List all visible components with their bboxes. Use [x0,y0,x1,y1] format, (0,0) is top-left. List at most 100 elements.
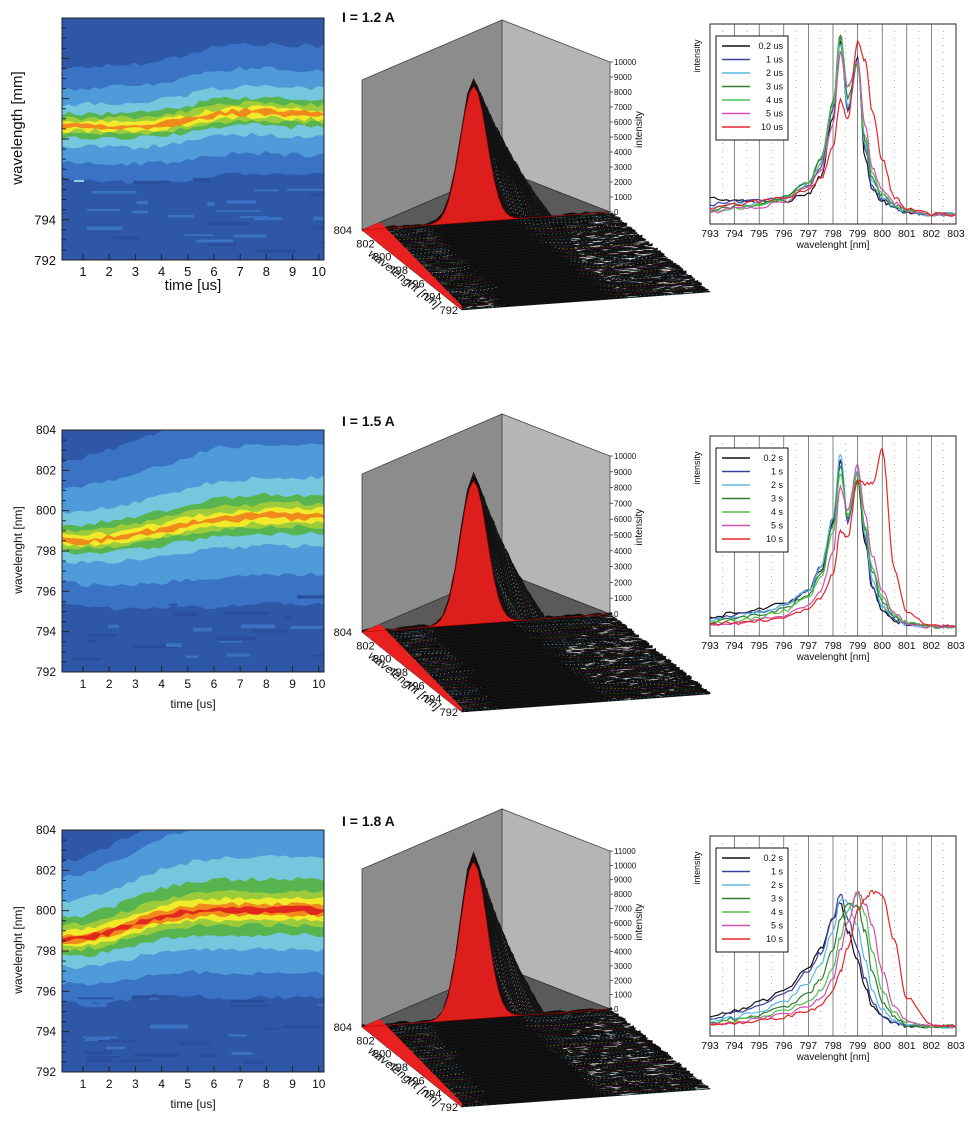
surface-slice-stripe [426,975,669,1079]
spectra-x-tick-label: 796 [775,228,793,240]
heatmap-x-tick-label: 5 [184,264,191,279]
surface-slice-stripe [426,591,669,684]
heatmap-x-tick-label: 9 [289,264,296,279]
spectra-legend-label: 3 s [771,494,784,504]
surface-z-tick-label: 1000 [614,594,632,603]
spectra-legend-label: 4 s [771,907,784,917]
heatmap-streak [91,190,137,194]
heatmap-x-tick-label: 8 [263,677,270,691]
heatmap-y-tick-label: 798 [36,544,56,558]
surface-slice-stripe [406,951,648,1065]
spectra-2: 793 794 795 796 797 798 799 800 801 802 803 wavelen… [692,435,965,663]
heatmap-x-tick-label: 1 [80,677,87,691]
surface-wavelength-tick-label: 792 [440,1102,458,1114]
surface-z-axis-label: intensity [634,509,645,546]
surface-slice-stripe [395,555,638,661]
surface-wavelength-tick-label: 800 [373,654,391,666]
spectra-legend-label: 3 us [766,82,784,92]
heatmap-streak [241,624,276,629]
surface-z-tick-label: 8000 [614,484,632,493]
surface-z-tick-label: 5000 [614,531,632,540]
heatmap-streak [243,1060,265,1064]
surface-slice-stripe [402,162,645,263]
spectra-x-tick-label: 803 [947,1040,965,1052]
surface-slice-stripe [372,880,615,1038]
surface-2: I = 1.5 A1000090008000700060005000400030… [334,413,711,719]
heatmap-y-tick-label: 800 [36,504,56,518]
surface-wavelength-tick-label: 794 [423,292,441,304]
heatmap-x-tick-label: 1 [80,1077,87,1091]
heatmap-x-axis-label: time [us] [170,697,215,711]
heatmap-x-axis-label: time [us] [165,277,222,294]
surface-wavelength-tick-label: 800 [373,1049,391,1061]
surface-z-tick-label: 9000 [614,876,632,885]
spectra-x-tick-label: 794 [726,1040,744,1052]
surface-slice-stripe [412,178,655,273]
spectra-legend-box [715,447,789,553]
spectra-x-tick-label: 802 [923,640,941,652]
heatmap-x-tick-label: 7 [237,264,244,279]
heatmap-x-tick-label: 8 [263,264,270,279]
heatmap-band-level-7 [62,510,324,546]
surface-slice-stripe [382,521,625,649]
heatmap-streak [119,1059,151,1063]
heatmap-field [62,830,324,1072]
surface-z-tick-label: 0 [614,610,619,619]
heatmap-x-tick-label: 4 [158,677,165,691]
surface-slice-stripe [385,128,628,250]
surface-wavelength-tick-label: 796 [406,680,424,692]
surface-wavelength-tick-label: 798 [390,667,408,679]
spectra-legend-label: 10 s [766,534,784,544]
surface-slice-stripe [382,122,625,249]
spectra-legend-label: 0.2 s [763,853,783,863]
spectra-legend-label: 2 s [771,880,784,890]
spectra-series [709,34,957,217]
heatmap-streak [195,239,233,243]
surface-slice-stripe [375,506,618,645]
surface-z-tick-label: 7000 [614,904,632,913]
surface-wavelength-tick-label: 798 [390,265,408,277]
surface-wavelength-tick-label: 792 [440,707,458,719]
surface-slice-stripe [372,497,615,642]
heatmap-y-axis-label: wavelenght [nm] [11,506,25,594]
surface-slice-stripe [433,209,676,287]
surface-z-tick-label: 3000 [614,163,632,172]
heatmap-streak [313,216,324,221]
heatmap-streak [167,214,194,218]
heatmap-streak [207,221,250,225]
surface-slice-stripe [446,1006,689,1097]
heatmap-streak [286,188,324,191]
heatmap-streak [226,200,256,204]
surface-z-tick-label: 11000 [614,847,636,856]
heatmap-streak [86,1058,111,1063]
heatmap-streak [134,995,169,998]
surface-slice-stripe [399,562,642,664]
surface-1: I = 1.2 A1000090008000700060005000400030… [334,9,711,317]
heatmap-x-tick-label: 10 [312,1077,326,1091]
heatmap-x-tick-label: 10 [312,677,326,691]
spectra-x-axis: 793 794 795 796 797 798 799 800 801 802 803 [701,640,965,652]
heatmap-x-tick-label: 6 [211,677,218,691]
spectra-x-axis-label: wavelenght [nm] [796,652,870,663]
spectra-legend-label: 2 us [766,68,784,78]
surface-wavelength-tick-label: 794 [423,694,441,706]
surface-front-red-profile [361,861,611,1028]
spectra-x-tick-label: 802 [923,1040,941,1052]
surface-slice-stripe [399,946,642,1058]
spectra-legend-label: 10 s [766,934,784,944]
heatmap-y-tick-label: 804 [36,823,56,837]
heatmap-streak [179,1041,210,1046]
spectra-y-axis-label: intensity [692,451,702,485]
surface-z-tick-label: 10000 [614,861,637,870]
surface-z-tick-label: 10000 [614,58,637,67]
spectra-x-tick-label: 801 [898,640,916,652]
surface-slice-stripe [422,194,665,281]
surface-slice-stripe [392,546,635,658]
heatmap-streak [192,178,211,182]
surface-slice-stripe [429,978,672,1081]
heatmap-streak [254,217,282,221]
spectra-x-axis-label: wavelenght [nm] [796,240,870,251]
